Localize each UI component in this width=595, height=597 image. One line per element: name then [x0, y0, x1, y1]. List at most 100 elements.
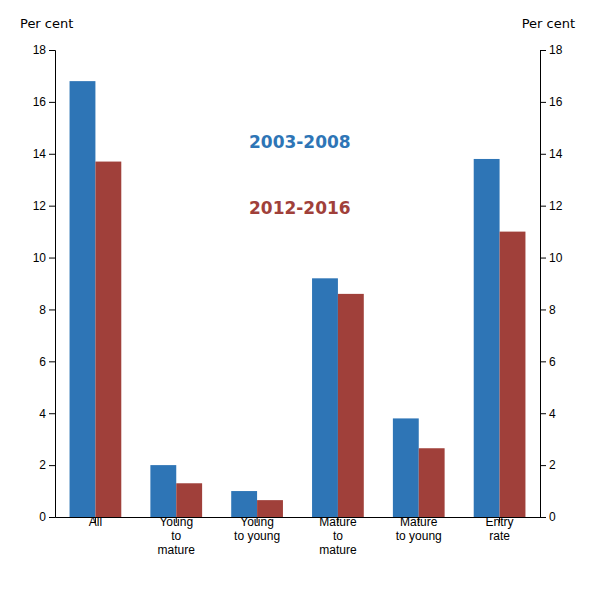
y-tick-mark: [49, 465, 55, 466]
x-tick-label-line: All: [89, 515, 102, 529]
bar: [176, 483, 202, 517]
x-tick-label-line: to: [333, 529, 343, 543]
plot: 024681012141618024681012141618AllYoungto…: [33, 43, 563, 556]
x-tick-label-line: Young: [159, 515, 193, 529]
y2-tick-mark: [540, 258, 546, 259]
y2-tick-mark: [540, 102, 546, 103]
x-tick-label-line: Entry: [486, 515, 514, 529]
bar: [393, 418, 419, 517]
x-tick: Youngtomature: [158, 515, 196, 557]
y-tick-label: 14: [33, 147, 47, 161]
y-tick-label: 18: [33, 43, 47, 57]
x-tick-label-line: to young: [396, 529, 442, 543]
x-tick-label: Matureto young: [396, 515, 442, 543]
y-tick-label: 6: [39, 355, 46, 369]
y-tick-label: 12: [33, 199, 47, 213]
y2-tick-label: 16: [549, 95, 563, 109]
y-tick-label: 4: [39, 407, 46, 421]
x-tick-label-line: Mature: [400, 515, 438, 529]
y-tick: 4: [39, 407, 55, 421]
y-tick-label: 8: [39, 303, 46, 317]
y-tick-mark: [49, 206, 55, 207]
y2-axis: 0 2 4 6 8 10 12 14 16 18: [540, 43, 563, 524]
y-tick-label: 10: [33, 251, 47, 265]
legend-entry: 2003-2008: [249, 132, 351, 152]
y2-tick-label: 12: [549, 199, 563, 213]
y2-tick-label: 4: [549, 407, 556, 421]
y2-axis-title: Per cent: [522, 16, 575, 31]
y2-tick: 0: [540, 510, 556, 524]
y2-tick-mark: [540, 465, 546, 466]
y2-axis-line: [541, 51, 547, 518]
y-tick-label: 0: [39, 510, 46, 524]
y-tick-mark: [49, 50, 55, 51]
x-tick-label-line: mature: [319, 543, 357, 557]
y2-tick: 4: [540, 407, 556, 421]
y2-tick-mark: [540, 517, 546, 518]
y-tick: 8: [39, 303, 55, 317]
bar: [95, 162, 121, 517]
y-tick: 2: [39, 458, 55, 472]
y-tick-mark: [49, 361, 55, 362]
y-tick: 6: [39, 355, 55, 369]
bar: [312, 278, 338, 517]
x-tick-label: Maturetomature: [319, 515, 357, 557]
x-tick-label: Youngtomature: [158, 515, 196, 557]
legend-entry: 2012-2016: [249, 198, 351, 218]
y-tick-mark: [49, 154, 55, 155]
y-axis: 0 2 4 6 8 10 12 14 16 18: [33, 43, 56, 524]
y-tick: 10: [33, 251, 55, 265]
x-tick-label: All: [89, 515, 102, 529]
y-tick-mark: [49, 517, 55, 518]
bar: [474, 159, 500, 517]
y2-tick: 14: [540, 147, 563, 161]
y2-tick: 2: [540, 458, 556, 472]
y2-tick-label: 2: [549, 458, 556, 472]
bar: [231, 491, 257, 517]
x-tick-label-line: to young: [234, 529, 280, 543]
x-tick-label-line: rate: [489, 529, 510, 543]
y2-tick-mark: [540, 50, 546, 51]
y-axis-line: [49, 51, 56, 518]
x-tick-label-line: Young: [240, 515, 274, 529]
y-tick: 16: [33, 95, 55, 109]
x-tick-label: Youngto young: [234, 515, 280, 543]
y2-tick-mark: [540, 154, 546, 155]
y2-tick: 10: [540, 251, 563, 265]
x-tick-label: Entryrate: [486, 515, 514, 543]
x-tick: Entryrate: [486, 515, 514, 543]
y2-tick-label: 14: [549, 147, 563, 161]
bar: [338, 294, 364, 517]
chart: 024681012141618024681012141618AllYoungto…: [0, 0, 595, 597]
y2-tick-label: 0: [549, 510, 556, 524]
x-tick-label-line: to: [171, 529, 181, 543]
y2-tick: 12: [540, 199, 563, 213]
y2-tick-mark: [540, 309, 546, 310]
y-tick: 12: [33, 199, 55, 213]
y2-tick-label: 18: [549, 43, 563, 57]
y-tick-label: 16: [33, 95, 47, 109]
y-tick-mark: [49, 102, 55, 103]
y-tick-mark: [49, 258, 55, 259]
y-tick-mark: [49, 309, 55, 310]
y2-tick-label: 8: [549, 303, 556, 317]
x-tick-label-line: mature: [158, 543, 196, 557]
y-tick: 14: [33, 147, 55, 161]
bar: [150, 465, 176, 517]
y2-tick: 18: [540, 43, 563, 57]
y2-tick: 8: [540, 303, 556, 317]
y2-tick: 16: [540, 95, 563, 109]
x-axis-line: [56, 517, 541, 518]
y-tick-mark: [49, 413, 55, 414]
y2-tick-mark: [540, 361, 546, 362]
y-tick: 0: [39, 510, 55, 524]
bars: [70, 81, 526, 517]
y-tick: 18: [33, 43, 55, 57]
y2-tick: 6: [540, 355, 556, 369]
bar: [500, 232, 526, 517]
bar: [419, 448, 445, 517]
x-tick: Youngto young: [234, 515, 280, 543]
x-tick-label-line: Mature: [319, 515, 357, 529]
y2-tick-label: 6: [549, 355, 556, 369]
x-tick: Matureto young: [396, 515, 442, 543]
